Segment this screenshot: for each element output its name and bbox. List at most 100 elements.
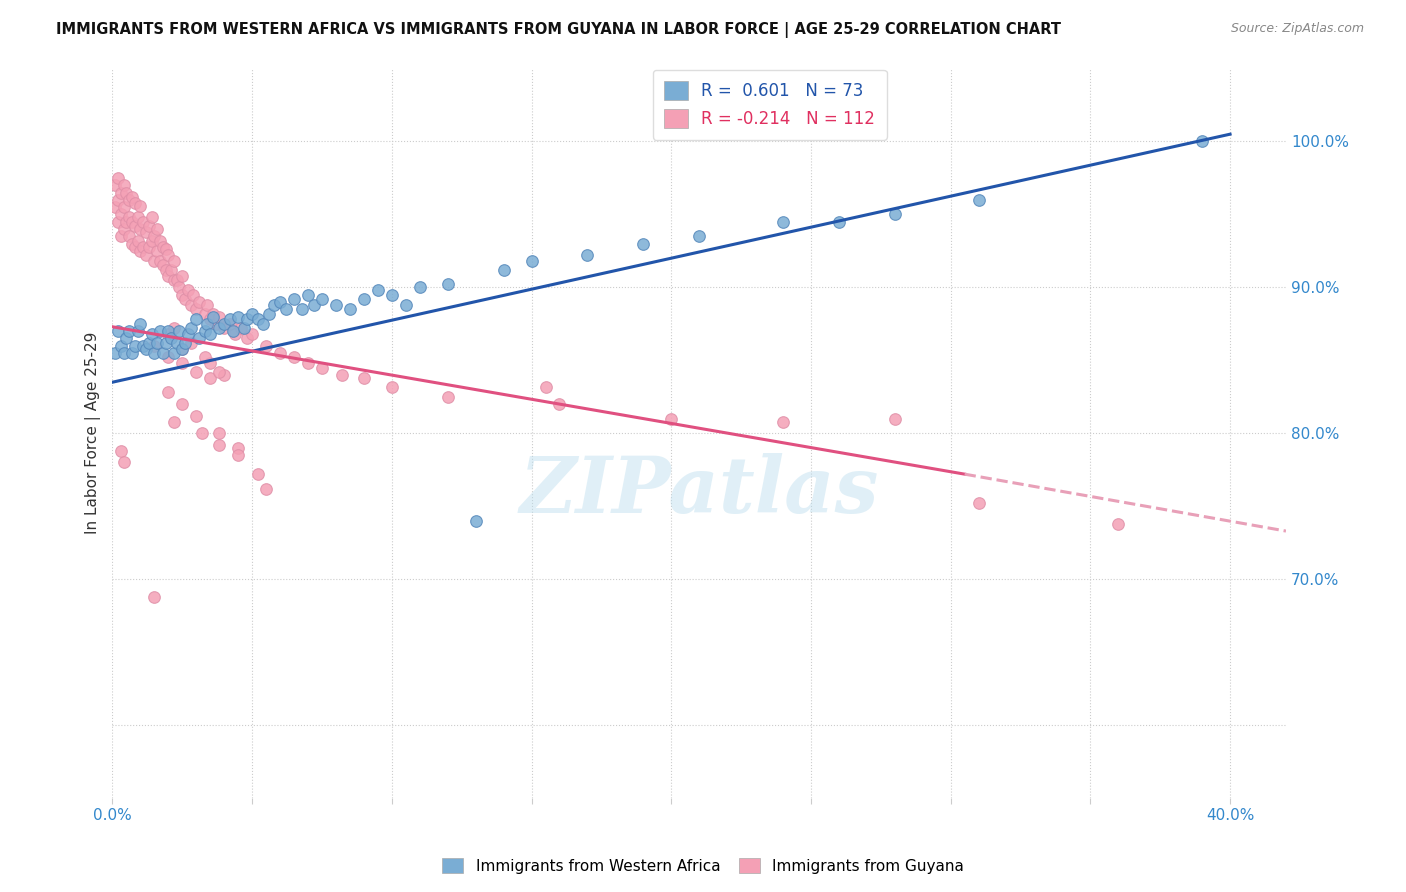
Point: [967, 496, 990, 510]
Point: [112, 222, 135, 236]
Point: [172, 342, 194, 356]
Point: [152, 259, 174, 273]
Point: [127, 234, 149, 248]
Point: [163, 321, 186, 335]
Point: [157, 268, 180, 283]
Point: [180, 335, 202, 350]
Point: [104, 200, 127, 214]
Point: [172, 397, 194, 411]
Point: [232, 321, 254, 335]
Point: [104, 346, 127, 360]
Point: [157, 327, 180, 342]
Point: [283, 351, 305, 365]
Point: [121, 236, 143, 251]
Point: [177, 283, 200, 297]
Point: [129, 199, 152, 213]
Point: [107, 324, 129, 338]
Point: [221, 324, 243, 338]
Point: [254, 482, 277, 496]
Point: [197, 298, 219, 312]
Point: [183, 287, 205, 301]
Point: [186, 312, 208, 326]
Point: [353, 292, 375, 306]
Point: [218, 317, 240, 331]
Point: [330, 368, 353, 382]
Point: [212, 321, 235, 335]
Point: [143, 590, 166, 604]
Point: [224, 327, 246, 342]
Point: [200, 327, 222, 342]
Point: [252, 317, 274, 331]
Point: [297, 287, 319, 301]
Point: [138, 335, 160, 350]
Point: [200, 371, 222, 385]
Point: [257, 307, 280, 321]
Point: [112, 178, 135, 193]
Point: [141, 211, 163, 225]
Point: [157, 351, 180, 365]
Text: Source: ZipAtlas.com: Source: ZipAtlas.com: [1230, 22, 1364, 36]
Point: [212, 368, 235, 382]
Point: [269, 346, 291, 360]
Point: [1107, 516, 1129, 531]
Point: [229, 321, 252, 335]
Point: [576, 248, 599, 262]
Point: [207, 365, 229, 379]
Point: [163, 346, 186, 360]
Point: [200, 356, 222, 370]
Point: [143, 229, 166, 244]
Point: [157, 324, 180, 338]
Point: [548, 397, 571, 411]
Legend: Immigrants from Western Africa, Immigrants from Guyana: Immigrants from Western Africa, Immigran…: [436, 852, 970, 880]
Point: [155, 335, 177, 350]
Point: [127, 324, 149, 338]
Point: [129, 317, 152, 331]
Point: [132, 215, 155, 229]
Point: [149, 324, 172, 338]
Point: [174, 335, 197, 350]
Point: [235, 331, 257, 345]
Point: [633, 236, 655, 251]
Point: [166, 335, 188, 350]
Point: [124, 239, 146, 253]
Text: ZIPatlas: ZIPatlas: [519, 453, 879, 530]
Point: [967, 193, 990, 207]
Point: [269, 295, 291, 310]
Point: [169, 280, 191, 294]
Point: [112, 346, 135, 360]
Point: [121, 190, 143, 204]
Point: [367, 283, 389, 297]
Point: [186, 365, 208, 379]
Point: [110, 186, 132, 200]
Point: [436, 277, 458, 292]
Point: [143, 339, 166, 353]
Point: [201, 307, 224, 321]
Point: [152, 239, 174, 253]
Point: [138, 239, 160, 253]
Point: [107, 193, 129, 207]
Point: [218, 312, 240, 326]
Point: [160, 263, 183, 277]
Y-axis label: In Labor Force | Age 25-29: In Labor Force | Age 25-29: [86, 332, 101, 534]
Point: [118, 211, 141, 225]
Point: [132, 239, 155, 253]
Point: [121, 346, 143, 360]
Point: [201, 310, 224, 324]
Point: [534, 379, 557, 393]
Point: [169, 324, 191, 338]
Point: [110, 229, 132, 244]
Point: [194, 324, 217, 338]
Point: [143, 346, 166, 360]
Point: [124, 339, 146, 353]
Point: [191, 426, 214, 441]
Point: [381, 287, 404, 301]
Point: [155, 263, 177, 277]
Point: [115, 215, 138, 229]
Point: [174, 292, 197, 306]
Point: [204, 317, 226, 331]
Point: [772, 215, 794, 229]
Point: [883, 207, 905, 221]
Point: [135, 342, 157, 356]
Point: [883, 411, 905, 425]
Point: [143, 254, 166, 268]
